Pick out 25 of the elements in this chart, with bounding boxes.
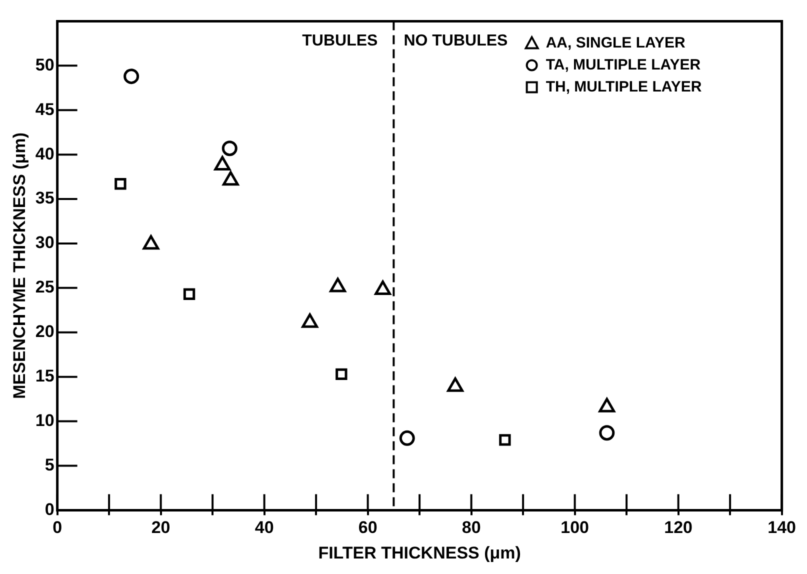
y-tick-label: 25	[35, 278, 54, 297]
annotation: TUBULES	[302, 32, 378, 50]
x-tick-label: 20	[151, 518, 170, 538]
legend-label: TH, MULTIPLE LAYER	[546, 78, 702, 96]
y-tick-label: 20	[35, 322, 54, 342]
y-tick-label: 15	[35, 366, 54, 386]
legend-label: TA, MULTIPLE LAYER	[546, 56, 701, 74]
x-tick-label: 100	[560, 518, 590, 538]
y-tick-label: 40	[35, 144, 54, 164]
x-tick-label: 60	[358, 518, 378, 538]
y-tick-label: 10	[35, 410, 54, 430]
x-tick-label: 40	[254, 518, 274, 538]
y-tick-label: 5	[44, 455, 54, 474]
legend-label: AA, SINGLE LAYER	[546, 34, 686, 52]
y-tick-label: 35	[35, 188, 54, 208]
y-tick-label: 30	[35, 233, 54, 252]
annotation: NO TUBULES	[404, 32, 508, 50]
x-axis-title: FILTER THICKNESS (μm)	[318, 543, 521, 562]
y-tick-label: 50	[35, 55, 54, 74]
x-tick-label: 140	[768, 518, 796, 538]
x-tick-label: 120	[664, 518, 693, 538]
x-tick-label: 80	[462, 518, 481, 538]
y-tick-label: 45	[35, 100, 54, 119]
y-tick-label: 0	[44, 500, 54, 519]
y-axis-title: MESENCHYME THICKNESS (μm)	[10, 132, 29, 399]
